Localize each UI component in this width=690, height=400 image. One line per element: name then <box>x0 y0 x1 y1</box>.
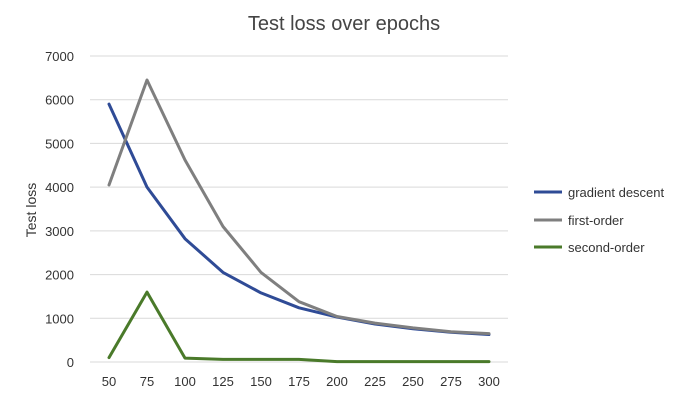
x-tick-label: 150 <box>250 374 272 389</box>
series-line-second-order <box>107 290 491 364</box>
y-tick-label: 2000 <box>45 268 74 283</box>
x-tick-labels: 50 75 100 125 150 175 200 225 250 275 300 <box>102 374 500 389</box>
legend: gradient descent first-order second-order <box>534 185 665 255</box>
x-tick-label: 250 <box>402 374 424 389</box>
x-tick-label: 100 <box>174 374 196 389</box>
y-tick-label: 7000 <box>45 49 74 64</box>
y-tick-label: 1000 <box>45 311 74 326</box>
y-tick-label: 0 <box>67 355 74 370</box>
x-tick-label: 175 <box>288 374 310 389</box>
x-tick-label: 225 <box>364 374 386 389</box>
gridlines <box>90 55 508 363</box>
x-tick-label: 300 <box>478 374 500 389</box>
chart-title: Test loss over epochs <box>248 13 440 35</box>
legend-label: gradient descent <box>568 185 665 200</box>
y-tick-label: 6000 <box>45 93 74 108</box>
x-tick-label: 50 <box>102 374 116 389</box>
x-tick-label: 200 <box>326 374 348 389</box>
y-tick-labels: 0 1000 2000 3000 4000 5000 6000 7000 <box>45 49 74 370</box>
legend-label: first-order <box>568 213 624 228</box>
y-tick-label: 3000 <box>45 224 74 239</box>
x-tick-label: 75 <box>140 374 154 389</box>
x-tick-label: 125 <box>212 374 234 389</box>
y-tick-label: 5000 <box>45 136 74 151</box>
series-line-first-order <box>107 78 491 336</box>
y-axis-title: Test loss <box>23 183 39 237</box>
series-lines <box>107 78 491 364</box>
x-tick-label: 275 <box>440 374 462 389</box>
legend-label: second-order <box>568 240 645 255</box>
y-tick-label: 4000 <box>45 180 74 195</box>
